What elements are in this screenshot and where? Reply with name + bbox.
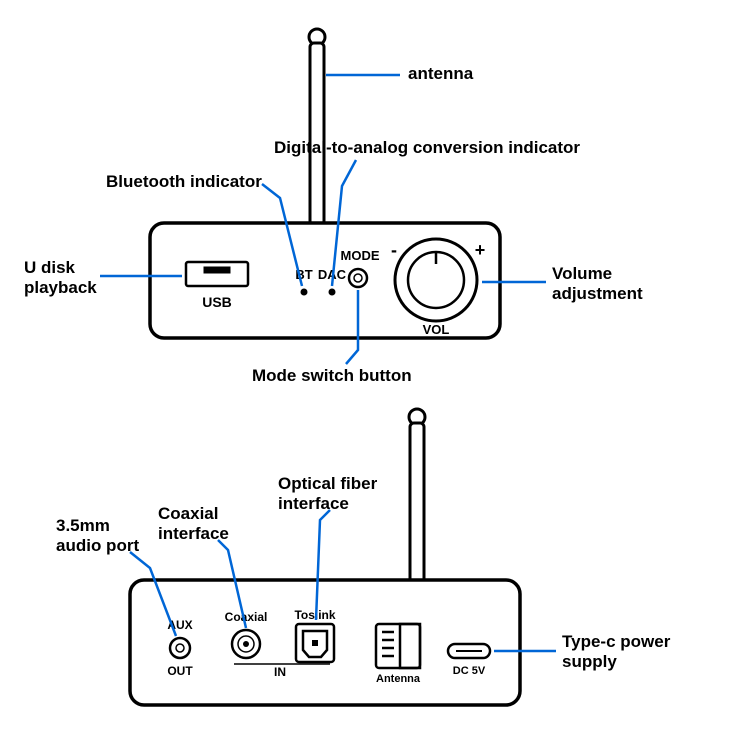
dac-dot [329,289,336,296]
coax-inner [243,641,249,647]
mode-text: MODE [341,248,380,263]
label-mode: Mode switch button [252,366,412,386]
coax-text: Coaxial [225,610,268,624]
label-udisk: U disk playback [24,258,97,299]
vol-text: VOL [423,322,450,337]
dc5v-text: DC 5V [453,665,486,677]
usb-label: USB [202,294,232,310]
label-volume: Volume adjustment [552,264,643,305]
label-dac: Digital-to-analog conversion indicator [274,138,580,158]
label-audio: 3.5mm audio port [56,516,139,557]
out-text: OUT [167,664,193,678]
label-antenna: antenna [408,64,473,84]
label-coax: Coaxial interface [158,504,229,545]
label-typec: Type-c power supply [562,632,670,673]
bt-dot [301,289,308,296]
vol-minus: - [391,240,397,260]
label-bt: Bluetooth indicator [106,172,262,192]
front-antenna [309,29,325,225]
leaders [100,75,556,651]
in-text: IN [274,665,286,679]
toslink-dot [312,640,318,646]
back-antenna [409,409,425,583]
antenna-sm-text: Antenna [376,673,421,685]
label-optical: Optical fiber interface [278,474,377,515]
vol-plus: + [475,240,486,260]
